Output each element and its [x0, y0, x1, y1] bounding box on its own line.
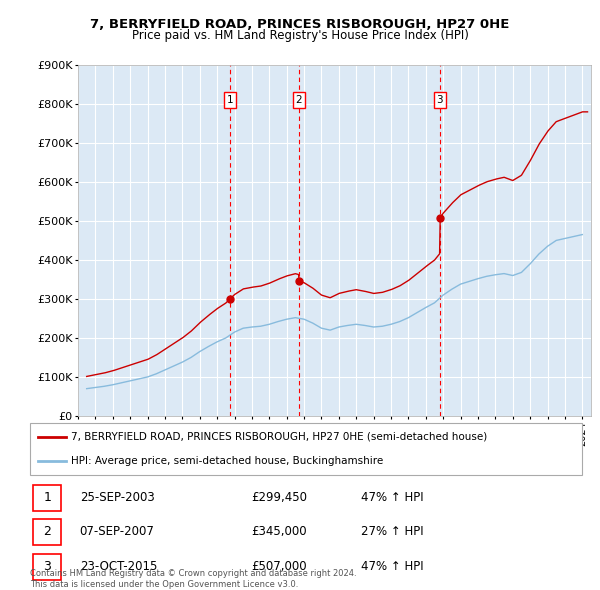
Text: 47% ↑ HPI: 47% ↑ HPI [361, 491, 424, 504]
Text: 25-SEP-2003: 25-SEP-2003 [80, 491, 154, 504]
Text: £507,000: £507,000 [251, 560, 307, 573]
FancyBboxPatch shape [33, 484, 61, 511]
FancyBboxPatch shape [33, 553, 61, 580]
Text: 2: 2 [295, 95, 302, 105]
FancyBboxPatch shape [30, 423, 582, 475]
Text: Contains HM Land Registry data © Crown copyright and database right 2024.
This d: Contains HM Land Registry data © Crown c… [30, 569, 356, 589]
Text: 27% ↑ HPI: 27% ↑ HPI [361, 525, 424, 539]
Text: 1: 1 [227, 95, 233, 105]
Text: £299,450: £299,450 [251, 491, 307, 504]
Text: 23-OCT-2015: 23-OCT-2015 [80, 560, 157, 573]
Text: 47% ↑ HPI: 47% ↑ HPI [361, 560, 424, 573]
Text: 1: 1 [43, 491, 51, 504]
FancyBboxPatch shape [33, 519, 61, 545]
Text: 3: 3 [437, 95, 443, 105]
Text: 3: 3 [43, 560, 51, 573]
Text: 7, BERRYFIELD ROAD, PRINCES RISBOROUGH, HP27 0HE (semi-detached house): 7, BERRYFIELD ROAD, PRINCES RISBOROUGH, … [71, 431, 488, 441]
Text: 7, BERRYFIELD ROAD, PRINCES RISBOROUGH, HP27 0HE: 7, BERRYFIELD ROAD, PRINCES RISBOROUGH, … [91, 18, 509, 31]
Text: Price paid vs. HM Land Registry's House Price Index (HPI): Price paid vs. HM Land Registry's House … [131, 30, 469, 42]
Text: 07-SEP-2007: 07-SEP-2007 [80, 525, 155, 539]
Text: £345,000: £345,000 [251, 525, 307, 539]
Text: HPI: Average price, semi-detached house, Buckinghamshire: HPI: Average price, semi-detached house,… [71, 457, 383, 467]
Text: 2: 2 [43, 525, 51, 539]
